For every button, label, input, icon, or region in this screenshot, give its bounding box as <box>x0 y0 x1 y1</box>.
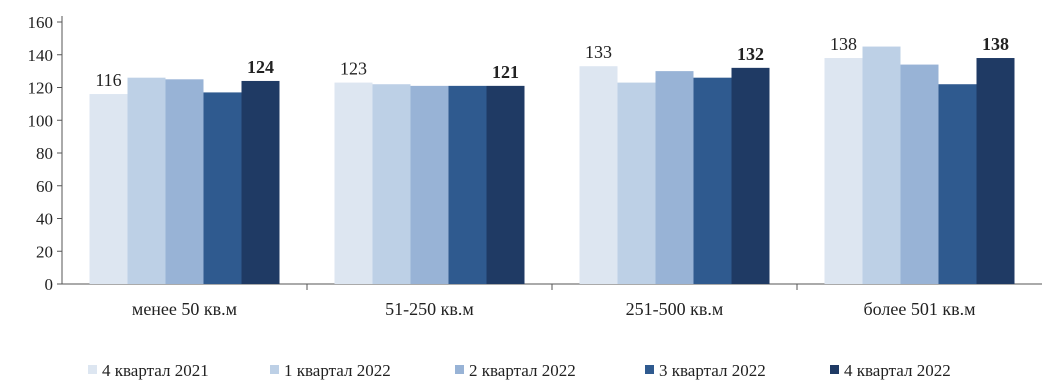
bar <box>617 82 656 285</box>
bar <box>410 85 449 284</box>
bar <box>938 84 977 284</box>
legend: 4 квартал 2021 1 квартал 2022 2 квартал 20… <box>88 361 951 380</box>
bar <box>731 67 770 284</box>
legend-swatch <box>645 365 654 374</box>
data-label: 121 <box>492 62 519 82</box>
legend-label: 4 квартал 2022 <box>844 361 951 380</box>
x-tick-label: 251-500 кв.м <box>626 299 724 319</box>
legend-swatch <box>830 365 839 374</box>
data-label: 138 <box>830 34 857 54</box>
legend-swatch <box>270 365 279 374</box>
bar <box>241 80 280 284</box>
data-label: 123 <box>340 59 367 79</box>
bar <box>862 46 901 284</box>
bar <box>486 85 525 284</box>
data-label: 138 <box>982 34 1009 54</box>
y-tick-label: 160 <box>28 13 54 32</box>
data-label: 132 <box>737 44 764 64</box>
y-tick-label: 20 <box>36 242 53 261</box>
legend-label: 3 квартал 2022 <box>659 361 766 380</box>
x-tick-label: менее 50 кв.м <box>132 299 237 319</box>
bar <box>655 71 694 284</box>
bar <box>693 77 732 284</box>
bar <box>824 58 863 285</box>
y-tick-label: 40 <box>36 210 53 229</box>
y-tick-label: 100 <box>28 111 54 130</box>
legend-label: 1 квартал 2022 <box>284 361 391 380</box>
y-tick-label: 80 <box>36 144 53 163</box>
y-tick-label: 60 <box>36 177 53 196</box>
bar <box>976 58 1015 285</box>
bar <box>89 94 128 284</box>
bar <box>165 79 204 284</box>
y-tick-label: 0 <box>45 275 54 294</box>
legend-swatch <box>455 365 464 374</box>
data-label: 133 <box>585 42 612 62</box>
bars <box>89 46 1015 285</box>
data-label: 116 <box>95 70 121 90</box>
legend-label: 2 квартал 2022 <box>469 361 576 380</box>
x-tick-label: 51-250 кв.м <box>385 299 474 319</box>
bar <box>334 82 373 285</box>
bar <box>127 77 166 284</box>
legend-label: 4 квартал 2021 <box>102 361 209 380</box>
bar <box>900 64 939 284</box>
y-tick-label: 140 <box>28 46 54 65</box>
bar <box>203 92 242 284</box>
bar <box>448 85 487 284</box>
data-labels: 116 123 133 138 124 121 132 138 <box>95 34 1009 90</box>
bar <box>579 66 618 285</box>
axes: 0 20 40 60 80 100 120 140 160 менее 50 кв.м 51-250… <box>28 13 1042 319</box>
bar <box>372 84 411 284</box>
y-tick-label: 120 <box>28 79 54 98</box>
legend-swatch <box>88 365 97 374</box>
data-label: 124 <box>247 57 274 77</box>
x-tick-label: более 501 кв.м <box>863 299 975 319</box>
